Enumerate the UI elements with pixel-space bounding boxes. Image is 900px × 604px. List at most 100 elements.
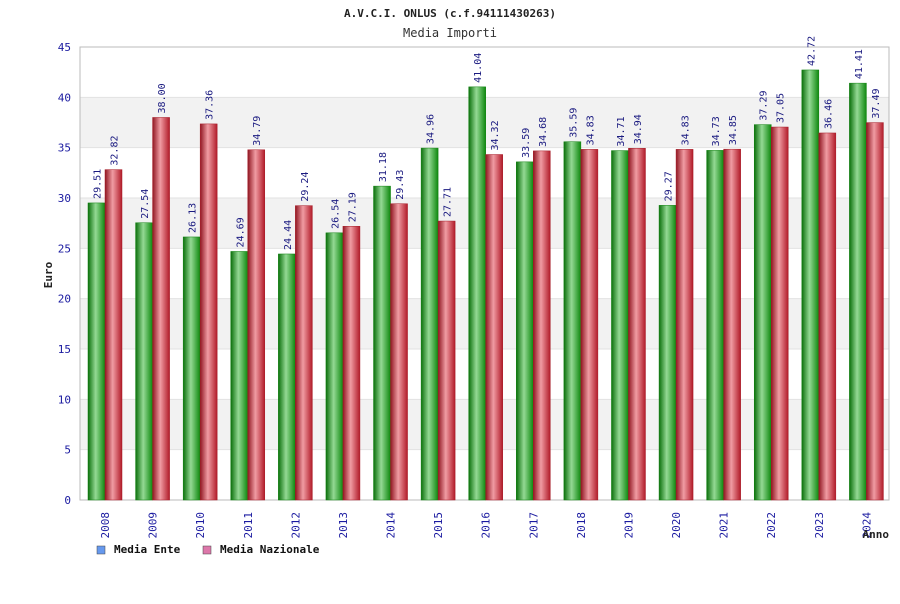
y-tick-label: 30 [58, 192, 71, 205]
y-axis-label: Euro [42, 261, 55, 288]
bar-media-ente-2021 [706, 150, 724, 501]
x-tick-label: 2018 [575, 512, 588, 539]
value-label: 24.69 [235, 217, 246, 247]
x-tick-label: 2015 [432, 512, 445, 539]
bar-media-ente-2016 [468, 86, 486, 501]
value-label: 34.83 [585, 115, 596, 145]
value-label: 34.85 [728, 115, 739, 145]
x-tick-label: 2012 [289, 512, 302, 539]
bar-media-nazionale-2021 [723, 148, 741, 501]
bar-media-ente-2012 [278, 253, 296, 501]
bar-media-ente-2015 [420, 147, 439, 501]
value-label: 38.00 [157, 83, 168, 113]
bar-media-nazionale-2009 [152, 117, 170, 501]
bar-media-ente-2024 [849, 82, 867, 501]
x-tick-label: 2021 [718, 512, 731, 539]
bar-media-ente-2014 [373, 185, 391, 501]
value-label: 41.04 [473, 53, 484, 83]
value-label: 26.54 [330, 199, 341, 229]
chart-subtitle: Media Importi [403, 26, 497, 40]
bar-media-ente-2022 [753, 124, 772, 501]
bar-media-nazionale-2015 [437, 220, 456, 501]
bar-media-ente-2011 [230, 251, 249, 501]
x-tick-label: 2022 [765, 512, 778, 539]
y-tick-label: 5 [64, 444, 71, 457]
y-tick-label: 45 [58, 41, 71, 54]
bar-media-nazionale-2014 [390, 203, 408, 501]
value-label: 29.24 [300, 172, 311, 202]
value-label: 32.82 [110, 136, 121, 166]
legend: Media Ente Media Nazionale [96, 543, 320, 556]
y-tick-label: 20 [58, 293, 71, 306]
value-label: 31.18 [378, 152, 389, 182]
chart-title: A.V.C.I. ONLUS (c.f.94111430263) [344, 7, 556, 20]
bar-media-ente-2023 [801, 69, 820, 501]
value-label: 34.32 [490, 120, 501, 150]
value-label: 37.05 [776, 93, 787, 123]
bar-media-nazionale-2024 [866, 122, 884, 501]
value-label: 37.29 [759, 91, 770, 121]
value-label: 29.43 [395, 170, 406, 200]
x-tick-label: 2014 [385, 512, 398, 539]
bar-media-nazionale-2022 [770, 126, 789, 501]
value-label: 34.71 [616, 116, 627, 146]
value-label: 34.83 [681, 115, 692, 145]
bar-media-nazionale-2008 [104, 169, 123, 501]
y-tick-label: 15 [58, 343, 71, 356]
value-label: 33.59 [521, 128, 532, 158]
y-tick-label: 25 [58, 242, 71, 255]
value-label: 41.41 [854, 49, 865, 79]
x-tick-label: 2023 [813, 512, 826, 539]
value-label: 27.19 [347, 192, 358, 222]
x-tick-label: 2020 [670, 512, 683, 539]
value-label: 34.68 [538, 117, 549, 147]
bar-media-nazionale-2020 [675, 149, 694, 501]
x-tick-label: 2013 [337, 512, 350, 539]
bar-media-ente-2010 [182, 236, 201, 501]
x-tick-label: 2010 [194, 512, 207, 539]
bar-media-nazionale-2013 [342, 226, 361, 501]
x-tick-label: 2008 [99, 512, 112, 539]
x-tick-label: 2017 [527, 512, 540, 539]
bar-media-ente-2018 [563, 141, 582, 501]
value-label: 34.94 [633, 114, 644, 144]
x-tick-label: 2024 [860, 512, 873, 539]
bar-media-ente-2013 [325, 232, 344, 501]
x-tick-label: 2011 [242, 512, 255, 539]
bar-media-ente-2008 [87, 202, 106, 501]
bar-media-nazionale-2016 [485, 154, 503, 501]
legend-marker-media-nazionale [202, 545, 212, 555]
bar-media-nazionale-2011 [247, 149, 266, 501]
bar-media-ente-2009 [135, 222, 153, 501]
legend-marker-media-ente [96, 545, 106, 555]
legend-label-media-nazionale: Media Nazionale [220, 543, 320, 556]
bar-media-nazionale-2018 [580, 149, 599, 501]
value-label: 27.71 [443, 187, 454, 217]
x-tick-label: 2009 [147, 512, 160, 539]
legend-label-media-ente: Media Ente [114, 543, 181, 556]
value-label: 37.36 [205, 90, 216, 120]
y-tick-label: 40 [58, 91, 71, 104]
bar-media-nazionale-2019 [628, 148, 646, 501]
y-tick-label: 0 [64, 494, 71, 507]
value-label: 37.49 [871, 88, 882, 118]
bar-media-ente-2020 [658, 205, 677, 501]
x-tick-label: 2019 [622, 512, 635, 539]
value-label: 42.72 [806, 36, 817, 66]
bar-media-nazionale-2010 [199, 123, 218, 501]
plot-area: 0 5 10 15 20 25 30 35 40 45 29.51 32.82 2008 27.54 38.… [58, 36, 890, 539]
bar-media-nazionale-2012 [295, 205, 313, 501]
y-tick-label: 35 [58, 142, 71, 155]
x-tick-label: 2016 [480, 512, 493, 539]
bar-media-ente-2017 [516, 161, 534, 501]
bar-media-ente-2019 [611, 150, 629, 501]
value-label: 27.54 [140, 189, 151, 219]
value-label: 35.59 [568, 108, 579, 138]
y-tick-label: 10 [58, 393, 71, 406]
value-label: 34.79 [252, 116, 263, 146]
bar-media-nazionale-2017 [533, 150, 551, 501]
value-label: 26.13 [188, 203, 199, 233]
x-axis-label: Anno [863, 528, 890, 541]
